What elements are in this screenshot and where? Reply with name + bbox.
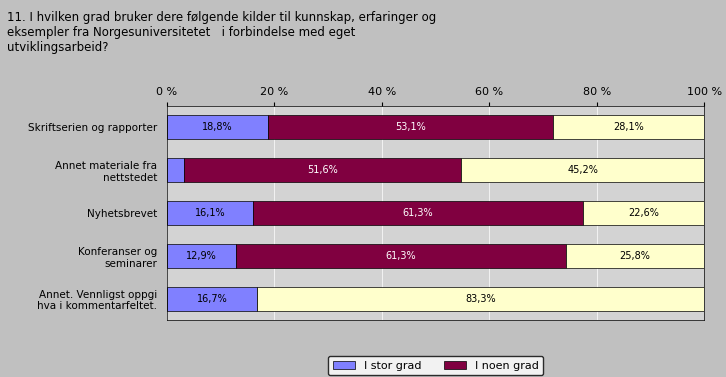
Bar	[236, 244, 566, 268]
Text: 25,8%: 25,8%	[619, 251, 650, 261]
Text: 12,9%: 12,9%	[187, 251, 217, 261]
Bar	[167, 244, 236, 268]
Text: 61,3%: 61,3%	[403, 208, 433, 218]
Text: 53,1%: 53,1%	[395, 122, 426, 132]
Bar	[167, 115, 268, 139]
Text: 45,2%: 45,2%	[567, 165, 598, 175]
Text: 18,8%: 18,8%	[202, 122, 233, 132]
Bar	[462, 158, 704, 182]
Text: 51,6%: 51,6%	[307, 165, 338, 175]
Bar	[253, 201, 583, 225]
Bar	[257, 287, 704, 311]
Bar	[268, 115, 553, 139]
Bar	[184, 158, 462, 182]
Text: 11. I hvilken grad bruker dere følgende kilder til kunnskap, erfaringer og
eksem: 11. I hvilken grad bruker dere følgende …	[7, 11, 436, 54]
Bar	[167, 201, 253, 225]
Text: 28,1%: 28,1%	[613, 122, 644, 132]
Bar	[167, 287, 257, 311]
Bar	[553, 115, 704, 139]
Text: 61,3%: 61,3%	[386, 251, 416, 261]
Bar	[167, 158, 184, 182]
Bar	[566, 244, 704, 268]
Legend: I stor grad, I noen grad: I stor grad, I noen grad	[328, 356, 543, 375]
Text: 22,6%: 22,6%	[628, 208, 659, 218]
Text: 16,1%: 16,1%	[195, 208, 226, 218]
Bar	[583, 201, 704, 225]
Text: 83,3%: 83,3%	[465, 294, 496, 304]
Text: 16,7%: 16,7%	[197, 294, 227, 304]
